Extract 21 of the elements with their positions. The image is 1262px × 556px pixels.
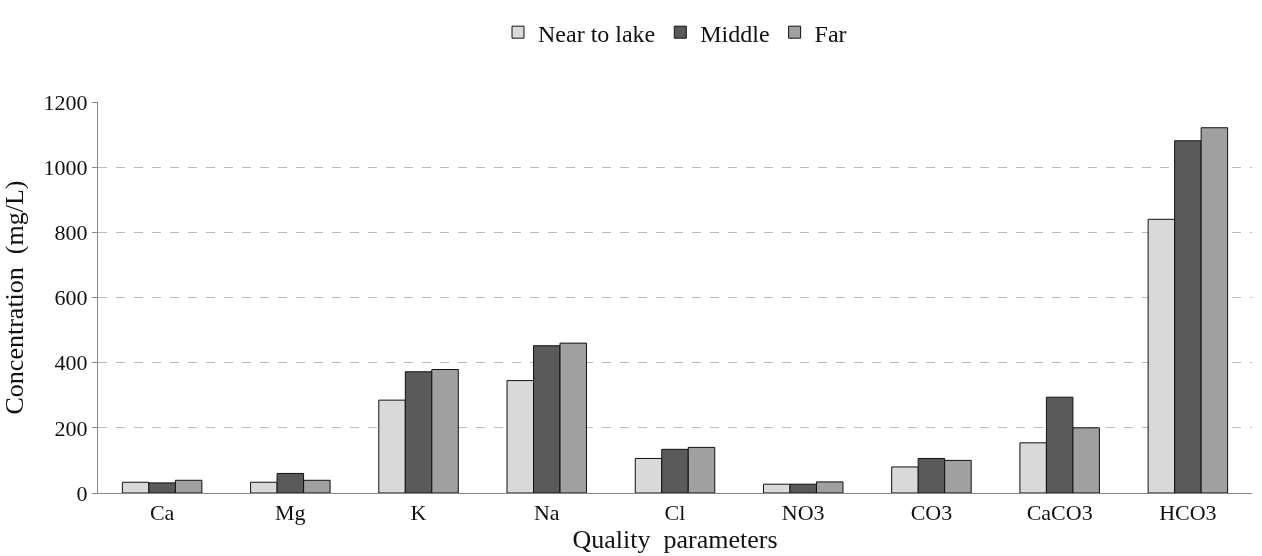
y-tick-label: 600	[54, 285, 88, 311]
x-tick-label: Ca	[149, 500, 175, 526]
x-axis-title: Quality parameters	[572, 525, 778, 555]
x-tick-label: Cl	[664, 500, 686, 526]
legend-label: Near to lake	[538, 20, 656, 47]
x-tick-label: Mg	[275, 500, 306, 526]
x-tick-label: HCO3	[1159, 500, 1217, 526]
x-tick-label: NO3	[781, 500, 825, 526]
legend-label: Far	[814, 20, 847, 47]
y-tick-label: 1000	[43, 154, 88, 180]
x-tick-label: K	[410, 500, 427, 526]
y-tick-label: 1200	[43, 89, 88, 115]
y-tick-label: 400	[54, 350, 88, 376]
x-tick-label: CO3	[910, 500, 953, 526]
legend-label: Middle	[700, 20, 770, 47]
y-tick-label: 200	[54, 415, 88, 441]
x-tick-label: Na	[533, 500, 560, 526]
y-tick-label: 0	[76, 480, 88, 506]
y-axis-title: Concentration (mg/L)	[0, 180, 29, 415]
x-tick-label: CaCO3	[1026, 500, 1093, 526]
y-tick-label: 800	[54, 220, 88, 246]
